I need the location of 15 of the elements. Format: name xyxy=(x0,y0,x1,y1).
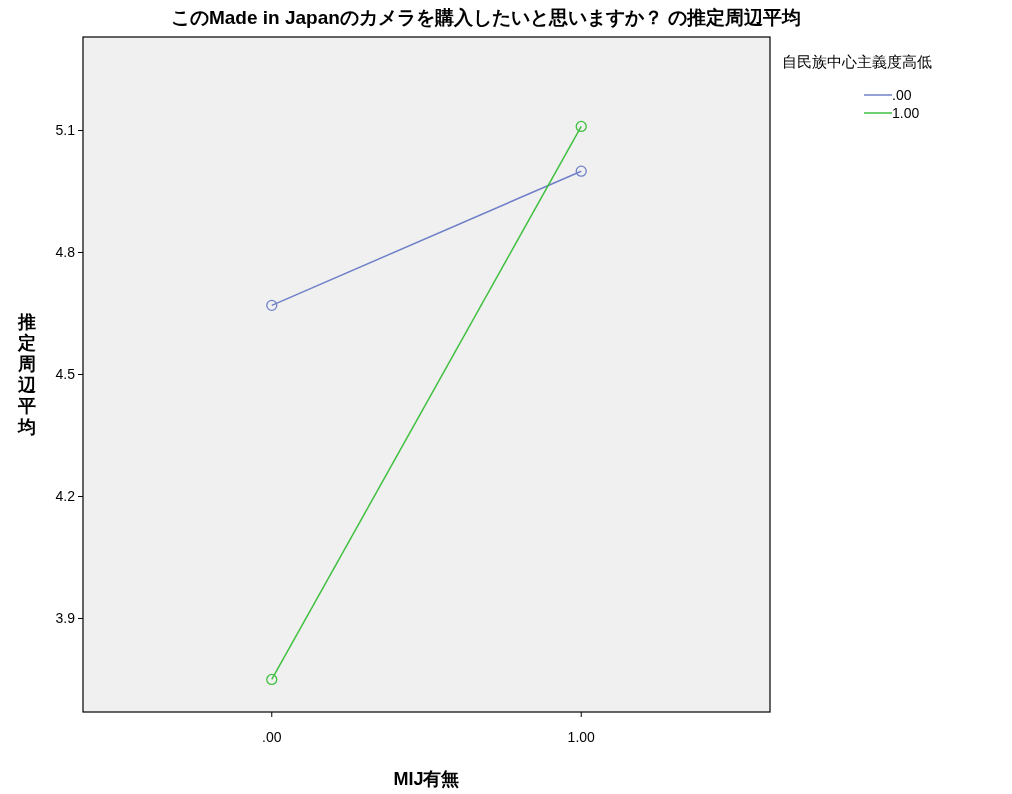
x-axis-title: MIJ有無 xyxy=(393,769,460,789)
point xyxy=(266,299,278,312)
y-axis-title: 推定周辺平均 xyxy=(17,311,37,437)
y-tick-label: 4.2 xyxy=(55,488,76,505)
legend-label: 1.00 xyxy=(892,104,920,121)
chart-title: このMade in Japanのカメラを購入したいと思いますか？ の推定周辺平均 xyxy=(170,7,802,28)
y-tick-label: 3.9 xyxy=(55,610,76,627)
y-tick-label: 5.1 xyxy=(55,122,76,139)
y-tick-label: 4.8 xyxy=(55,244,76,261)
legend-label: .00 xyxy=(892,86,912,103)
legend-title: 自民族中心主義度高低 xyxy=(782,53,932,70)
y-tick-label: 4.5 xyxy=(55,366,76,383)
point xyxy=(575,165,587,177)
point xyxy=(575,120,587,133)
point xyxy=(266,673,278,686)
